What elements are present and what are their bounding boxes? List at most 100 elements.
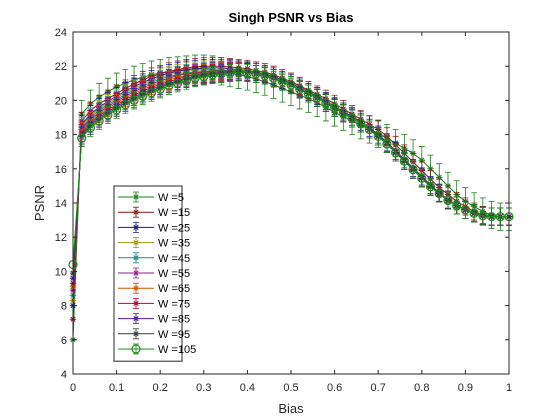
data-point [199, 71, 209, 82]
data-point [77, 133, 87, 143]
legend-swatch-marker [131, 344, 141, 354]
x-tick-label: 0.4 [240, 382, 255, 394]
y-tick-label: 18 [55, 130, 67, 142]
x-tick-label: 0.1 [109, 382, 124, 394]
legend-label: W =5 [158, 192, 184, 204]
error-bar [453, 196, 460, 215]
legend-label: W =55 [158, 268, 190, 280]
data-point [312, 93, 322, 103]
error-bar [87, 118, 94, 137]
legend-swatch-marker [132, 315, 140, 322]
data-point [173, 78, 183, 88]
error-bar [357, 114, 364, 133]
data-point [260, 71, 270, 81]
error-bar [279, 72, 286, 91]
error-bar [200, 67, 207, 86]
error-bar [113, 100, 120, 119]
legend-item: W =15 [118, 206, 190, 219]
data-point [364, 124, 375, 135]
data-point [391, 147, 401, 158]
error-bar [488, 207, 495, 226]
error-bar [148, 83, 155, 102]
data-point [94, 116, 104, 126]
data-point [181, 76, 191, 86]
error-bar [122, 95, 129, 114]
error-bar [209, 65, 216, 84]
error-bar [410, 160, 417, 179]
legend-label: W =65 [158, 283, 190, 295]
data-point [129, 95, 139, 106]
error-bar [192, 69, 199, 88]
error-bar [366, 120, 373, 139]
data-point [286, 80, 296, 90]
legend-swatch-marker [132, 330, 140, 337]
error-bar [131, 91, 138, 110]
error-bar [183, 71, 190, 90]
legend-item: W =95 [118, 328, 190, 341]
data-point [486, 212, 497, 222]
x-tick-label: 0.7 [371, 382, 386, 394]
data-point [85, 123, 96, 133]
data-point [234, 67, 244, 77]
error-bar [427, 177, 434, 196]
error-bar [218, 64, 225, 83]
error-bar [78, 129, 85, 147]
y-tick-label: 20 [55, 95, 67, 107]
data-point [408, 165, 418, 175]
legend-item: W =25 [118, 222, 190, 234]
error-bar [174, 74, 181, 93]
error-bar [331, 99, 338, 118]
x-tick-label: 0.8 [414, 382, 429, 394]
legend-item: W =75 [118, 298, 190, 310]
error-bar [436, 184, 443, 203]
y-tick-label: 8 [61, 301, 67, 313]
data-point [338, 108, 348, 118]
error-bar [462, 200, 469, 219]
legend-swatch-errorbar [133, 343, 139, 355]
data-point [120, 100, 130, 110]
legend-swatch-marker [132, 209, 140, 216]
chart-title: Singh PSNR vs Bias [229, 10, 354, 25]
data-point [138, 91, 148, 101]
y-axis-label: PSNR [32, 185, 47, 221]
legend-item: W =35 [118, 237, 190, 250]
error-bar [383, 135, 390, 153]
data-point [216, 69, 226, 79]
legend-swatch-marker [132, 193, 140, 201]
data-point [207, 70, 218, 80]
legend-item: W =55 [118, 267, 190, 280]
data-point [190, 73, 200, 83]
data-point [225, 68, 235, 78]
data-point [330, 103, 340, 113]
error-bar [349, 109, 356, 128]
x-tick-label: 0.9 [458, 382, 473, 394]
data-point [425, 182, 436, 192]
error-bar [479, 206, 486, 225]
legend-label: W =25 [158, 222, 190, 234]
data-point [452, 200, 462, 211]
data-point [146, 88, 157, 98]
legend-label: W =75 [158, 298, 190, 310]
data-point [295, 84, 305, 94]
legend-label: W =45 [158, 253, 190, 265]
error-bar [226, 64, 233, 82]
error-bar [418, 169, 425, 188]
error-bar [322, 94, 329, 112]
legend-item: W =65 [118, 282, 190, 295]
data-point [251, 69, 261, 79]
error-bar [401, 152, 408, 171]
x-tick-label: 0.5 [283, 382, 298, 394]
error-bar [270, 69, 277, 88]
legend-label: W =15 [158, 207, 190, 219]
legend-item: W =5 [118, 191, 184, 204]
error-bar [157, 80, 164, 99]
legend-swatch-marker [132, 224, 140, 231]
legend-item: W =105 [118, 343, 196, 356]
data-point [164, 81, 174, 91]
x-tick-label: 0.2 [153, 382, 168, 394]
error-bar [244, 64, 251, 82]
x-tick-label: 1 [506, 382, 512, 394]
error-bar [261, 66, 268, 85]
y-tick-label: 4 [61, 369, 67, 381]
